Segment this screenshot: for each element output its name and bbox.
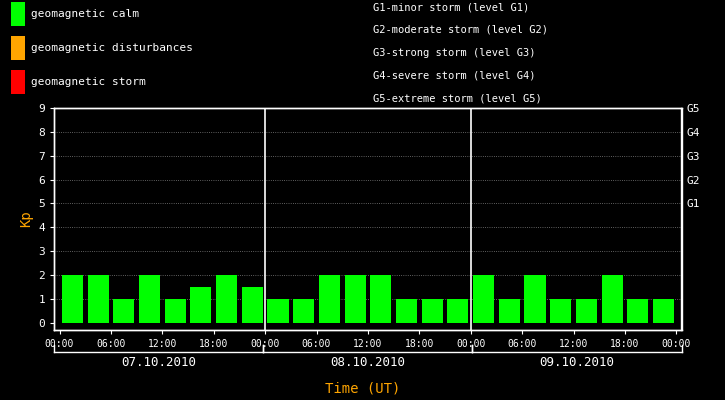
Text: 07.10.2010: 07.10.2010	[121, 356, 196, 369]
Bar	[319, 275, 340, 323]
Bar	[447, 299, 468, 323]
Bar	[370, 275, 392, 323]
Bar	[88, 275, 109, 323]
Bar	[499, 299, 520, 323]
Bar	[165, 299, 186, 323]
Text: G2-moderate storm (level G2): G2-moderate storm (level G2)	[373, 25, 548, 35]
Y-axis label: Kp: Kp	[19, 211, 33, 227]
Text: geomagnetic calm: geomagnetic calm	[31, 9, 139, 19]
Bar	[627, 299, 648, 323]
Bar	[216, 275, 237, 323]
Bar	[602, 275, 623, 323]
Text: G4-severe storm (level G4): G4-severe storm (level G4)	[373, 70, 536, 80]
Bar	[422, 299, 443, 323]
Bar	[191, 287, 212, 323]
Bar	[550, 299, 571, 323]
Text: G3-strong storm (level G3): G3-strong storm (level G3)	[373, 48, 536, 58]
Text: G5-extreme storm (level G5): G5-extreme storm (level G5)	[373, 93, 542, 103]
Bar	[344, 275, 365, 323]
Text: G1-minor storm (level G1): G1-minor storm (level G1)	[373, 2, 530, 12]
Bar	[62, 275, 83, 323]
Text: 09.10.2010: 09.10.2010	[539, 356, 615, 369]
Bar	[653, 299, 674, 323]
Bar	[524, 275, 545, 323]
Bar	[113, 299, 134, 323]
Text: Time (UT): Time (UT)	[325, 382, 400, 396]
Bar	[139, 275, 160, 323]
Bar	[396, 299, 417, 323]
Bar	[293, 299, 314, 323]
Text: geomagnetic storm: geomagnetic storm	[31, 77, 146, 87]
Text: 08.10.2010: 08.10.2010	[331, 356, 405, 369]
Text: geomagnetic disturbances: geomagnetic disturbances	[31, 43, 193, 53]
Bar	[473, 275, 494, 323]
Bar	[576, 299, 597, 323]
Bar	[268, 299, 289, 323]
Bar	[241, 287, 263, 323]
